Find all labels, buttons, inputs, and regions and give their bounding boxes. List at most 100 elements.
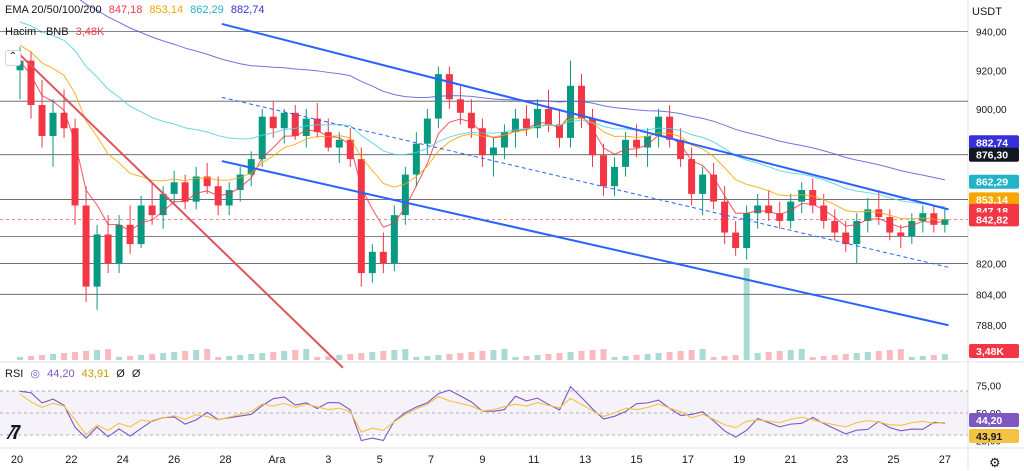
- volume-bar: [809, 357, 816, 360]
- ema100-line: [19, 21, 945, 208]
- y-tick-label: 900,00: [976, 105, 1007, 116]
- volume-bar: [567, 352, 574, 360]
- gear-icon[interactable]: ⚙: [989, 455, 1001, 470]
- volume-bar: [39, 355, 46, 360]
- candle-body: [578, 85, 586, 119]
- candle-body: [192, 176, 200, 202]
- candle-body: [622, 139, 630, 167]
- candle-body: [478, 128, 486, 156]
- rsi-label-box: [969, 413, 1019, 427]
- volume-bar: [798, 349, 805, 360]
- y-tick-label: 804,00: [976, 290, 1007, 301]
- volume-bar: [930, 355, 937, 360]
- x-tick-label: 7: [428, 454, 434, 466]
- x-tick-label: 17: [682, 454, 694, 466]
- price-label-box: [969, 212, 1019, 227]
- x-tick-label: 27: [939, 454, 951, 466]
- volume-bar: [501, 349, 508, 360]
- volume-bar: [83, 351, 90, 360]
- candle-body: [732, 232, 740, 248]
- ema100-value: 862,29: [190, 4, 224, 16]
- volume-bar: [72, 352, 79, 360]
- x-tick-label: 22: [65, 454, 77, 466]
- volume-bar: [149, 354, 156, 360]
- volume-bar: [490, 350, 497, 360]
- candle-body: [908, 220, 916, 237]
- volume-bar: [237, 355, 244, 360]
- x-tick-label: 13: [579, 454, 591, 466]
- x-tick-label: 20: [11, 454, 23, 466]
- channel-lower-line: [221, 160, 949, 327]
- candle-body: [324, 132, 332, 148]
- candle-body: [533, 108, 541, 129]
- collapse-legend-button[interactable]: ⌃: [5, 50, 21, 66]
- ema200-value: 882,74: [230, 4, 265, 16]
- volume-bar: [699, 349, 706, 360]
- volume-bar: [160, 353, 167, 360]
- volume-bar: [853, 353, 860, 360]
- volume-bar: [336, 355, 343, 360]
- candle-body: [798, 190, 806, 202]
- rsi-extra-1: Ø: [116, 368, 125, 380]
- volume-bar: [270, 352, 277, 360]
- x-tick-label: 28: [219, 454, 231, 466]
- candle-body: [104, 234, 112, 264]
- volume-bar: [468, 352, 475, 360]
- candle-body: [853, 220, 861, 245]
- volume-bar: [743, 268, 750, 360]
- volume-bar: [622, 356, 629, 360]
- candle-body: [291, 112, 299, 136]
- x-tick-label: 23: [836, 454, 848, 466]
- candle-body: [721, 201, 729, 233]
- rsi-settings-icon[interactable]: ◎: [30, 368, 41, 380]
- candle-body: [236, 174, 244, 191]
- volume-bar: [116, 357, 123, 360]
- rsi-value-label: 44,20: [976, 415, 1002, 427]
- candle-body: [269, 116, 277, 129]
- volume-bar: [182, 351, 189, 360]
- rsi-label: RSI: [5, 368, 24, 380]
- currency-label[interactable]: USDT: [972, 6, 1002, 18]
- price-label: 842,82: [976, 214, 1008, 226]
- candle-body: [82, 205, 90, 287]
- volume-bar: [369, 352, 376, 360]
- candle-body: [875, 209, 883, 218]
- rsi-extra-2: Ø: [131, 368, 141, 380]
- volume-bar: [292, 350, 299, 360]
- candle-body: [919, 213, 927, 221]
- volume-legend: Hacim · BNB 3,48K: [5, 26, 108, 38]
- candle-body: [335, 139, 343, 148]
- x-tick-label: 21: [785, 454, 797, 466]
- candle-body: [357, 159, 365, 274]
- candle-body: [897, 232, 905, 237]
- volume-bar: [248, 354, 255, 360]
- x-tick-label: 15: [630, 454, 642, 466]
- volume-bar: [765, 352, 772, 360]
- volume-bar: [897, 349, 904, 360]
- price-label: 882,74: [976, 137, 1008, 149]
- volume-bar: [677, 351, 684, 360]
- volume-bar: [732, 355, 739, 360]
- candle-body: [379, 251, 387, 264]
- rsi-tick-label: 75,00: [976, 382, 1001, 393]
- candle-body: [765, 205, 773, 214]
- candle-body: [831, 220, 839, 233]
- x-tick-label: 25: [887, 454, 899, 466]
- candle-body: [787, 201, 795, 221]
- candle-body: [544, 108, 552, 125]
- y-tick-label: 940,00: [976, 28, 1007, 39]
- candle-body: [754, 205, 762, 214]
- volume-bar: [589, 350, 596, 360]
- candle-body: [93, 234, 101, 287]
- volume-bar: [688, 350, 695, 360]
- price-label-box: [969, 147, 1019, 162]
- price-label-box: [969, 174, 1019, 189]
- volume-bar: [578, 351, 585, 360]
- ema50-value: 853,14: [149, 4, 184, 16]
- rsi-value: 44,20: [47, 368, 75, 380]
- candle-body: [390, 215, 398, 264]
- ema-legend: EMA 20/50/100/200 847,18 853,14 862,29 8…: [5, 4, 269, 16]
- candle-body: [423, 118, 431, 144]
- candle-body: [368, 251, 376, 274]
